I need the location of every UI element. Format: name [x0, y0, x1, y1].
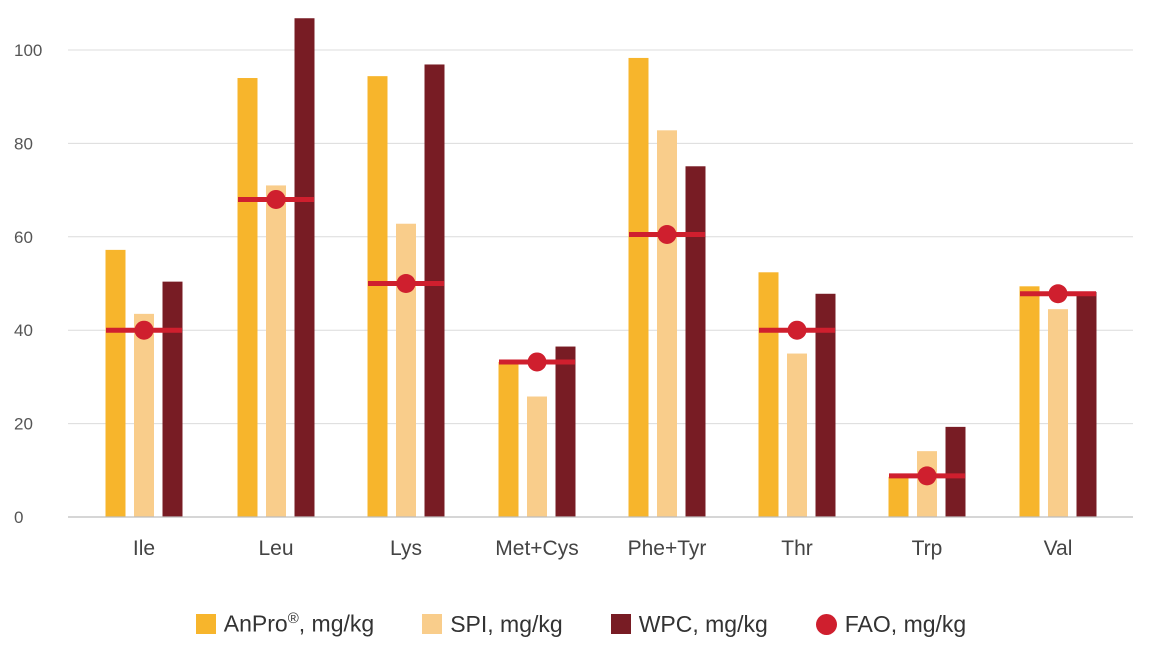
legend: AnPro®, mg/kg SPI, mg/kg WPC, mg/kg FAO,…	[0, 604, 1162, 644]
chart: 0 20 40 60 80 100 Ile Leu Lys Met+Cys Phe+Tyr Thr T…	[14, 18, 1133, 560]
legend-item-spi[interactable]: SPI, mg/kg	[422, 611, 563, 638]
bar-spi-lys	[396, 223, 416, 517]
bar-anpro-ile	[105, 249, 126, 517]
bar-wpc-val	[1076, 291, 1097, 517]
legend-item-fao[interactable]: FAO, mg/kg	[815, 610, 967, 638]
legend-label-fao: FAO, mg/kg	[844, 610, 967, 637]
bar-wpc-trp	[945, 426, 966, 517]
gridlines	[68, 49, 1133, 425]
legend-swatch-anpro	[195, 614, 216, 634]
y-tick-label-20: 20	[14, 415, 33, 434]
legend-label-anpro: AnPro®, mg/kg	[223, 610, 375, 637]
bar-spi-met-cys	[527, 396, 547, 517]
y-tick-label-40: 40	[14, 321, 33, 340]
bar-anpro-phe-tyr	[628, 57, 649, 518]
x-tick-label-leu: Leu	[258, 537, 293, 560]
bar-anpro-lys	[367, 76, 388, 517]
y-tick-label-0: 0	[14, 508, 23, 527]
bar-spi-ile	[134, 313, 154, 517]
x-tick-label-phe-tyr: Phe+Tyr	[628, 537, 707, 560]
fao-point-met-cys	[527, 352, 547, 372]
legend-item-anpro[interactable]: AnPro®, mg/kg	[195, 610, 375, 638]
fao-point-trp	[917, 466, 937, 486]
bar-anpro-leu	[237, 78, 258, 518]
bar-wpc-leu	[294, 18, 315, 518]
x-tick-label-met-cys: Met+Cys	[495, 537, 578, 560]
x-tick-label-val: Val	[1044, 537, 1073, 560]
legend-label-spi: SPI, mg/kg	[450, 610, 563, 637]
bar-spi-phe-tyr	[657, 130, 677, 517]
y-axis-ticks: 0 20 40 60 80 100	[14, 41, 42, 527]
bar-wpc-phe-tyr	[685, 166, 706, 517]
legend-label-wpc: WPC, mg/kg	[638, 610, 768, 637]
bar-anpro-val	[1019, 286, 1040, 517]
y-tick-label-80: 80	[14, 134, 33, 153]
fao-point-thr	[787, 320, 807, 340]
fao-reference-markers	[106, 189, 1096, 486]
bar-anpro-thr	[758, 272, 779, 517]
x-tick-label-thr: Thr	[781, 537, 813, 560]
bar-anpro-trp	[888, 476, 909, 517]
y-tick-label-100: 100	[14, 41, 42, 60]
bar-anpro-met-cys	[498, 361, 519, 517]
bar-wpc-met-cys	[555, 346, 576, 517]
legend-swatch-spi	[422, 614, 443, 634]
y-tick-label-60: 60	[14, 228, 33, 247]
bar-wpc-ile	[162, 281, 183, 517]
fao-point-lys	[396, 274, 416, 293]
legend-dot-fao	[815, 613, 837, 635]
bars	[105, 18, 1097, 518]
x-tick-label-ile: Ile	[133, 537, 155, 560]
x-axis-labels: Ile Leu Lys Met+Cys Phe+Tyr Thr Trp Val	[133, 537, 1072, 560]
bar-wpc-thr	[815, 293, 836, 517]
fao-point-leu	[266, 189, 286, 209]
legend-swatch-wpc	[610, 614, 631, 634]
bar-spi-thr	[787, 353, 807, 517]
fao-point-ile	[134, 320, 154, 340]
bar-wpc-lys	[424, 64, 445, 518]
x-tick-label-lys: Lys	[390, 537, 422, 560]
x-tick-label-trp: Trp	[912, 537, 943, 560]
fao-point-val	[1048, 284, 1068, 304]
bar-spi-val	[1048, 309, 1068, 517]
fao-point-phe-tyr	[657, 224, 677, 244]
bar-spi-leu	[266, 185, 286, 517]
legend-item-wpc[interactable]: WPC, mg/kg	[610, 610, 768, 638]
